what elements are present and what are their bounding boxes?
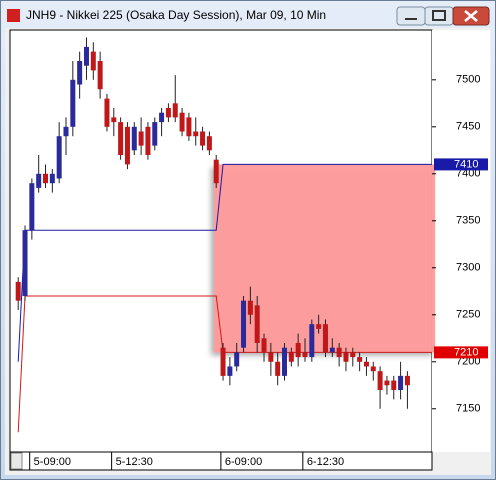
candle-body: [77, 61, 83, 85]
candle-body: [15, 281, 21, 301]
candle-body: [145, 126, 151, 156]
zone: [214, 164, 435, 353]
candle-body: [220, 347, 226, 376]
y-tick-label: 7450: [456, 121, 480, 133]
candle-body: [200, 131, 206, 146]
level-line: [17, 295, 432, 433]
window-buttons[interactable]: [396, 6, 490, 26]
candle-body: [234, 352, 240, 367]
candle-body: [179, 112, 185, 132]
candle-body: [391, 380, 397, 390]
candle-body: [213, 159, 219, 184]
candle-body: [322, 324, 328, 353]
candle-body: [97, 61, 103, 90]
candle-body: [247, 300, 253, 315]
candle-body: [295, 342, 301, 358]
candle-body: [43, 173, 49, 184]
y-tick-label: 7300: [456, 262, 480, 274]
candle-body: [36, 173, 42, 188]
candle-body: [254, 305, 260, 343]
candle-body: [329, 347, 335, 353]
candle-body: [268, 352, 274, 362]
candle-body: [370, 366, 376, 372]
y-tick-label: 7250: [456, 309, 480, 321]
candle-body: [275, 361, 281, 376]
close-glyph: [464, 10, 478, 22]
candle-body: [90, 51, 96, 71]
candle-body: [377, 371, 383, 390]
candle-body: [384, 380, 390, 386]
candle-body: [22, 230, 28, 296]
candle-body: [29, 183, 35, 231]
app-icon: [7, 9, 20, 22]
candle-body: [316, 324, 322, 329]
window-title: JNH9 - Nikkei 225 (Osaka Day Session), M…: [26, 8, 326, 22]
candle-body: [398, 375, 404, 390]
candle-body: [118, 122, 124, 156]
candle-body: [227, 366, 233, 376]
x-tick-label: 5-12:30: [116, 456, 153, 468]
candle-body: [124, 126, 130, 165]
plot-layer: 7150 7200 7250 7300 7350 7400 7450 7500 5-09:00 5…: [15, 37, 488, 470]
candle-body: [350, 352, 356, 358]
y-tick-label: 7150: [456, 403, 480, 415]
candle-body: [152, 122, 158, 146]
y-tick-label: 7200: [456, 356, 480, 368]
maximize-button[interactable]: [424, 6, 454, 26]
y-tick-label: 7400: [456, 168, 480, 180]
price-tag-label: 7410: [454, 158, 478, 170]
price-tag: [434, 158, 488, 171]
candle-body: [49, 173, 55, 184]
candle-body: [288, 352, 294, 362]
candle-body: [309, 324, 315, 358]
price-tag-label: 7210: [454, 346, 478, 358]
candle-body: [70, 79, 76, 127]
candle-body: [172, 103, 178, 118]
candle-body: [104, 98, 110, 127]
scroll-box[interactable]: [10, 452, 23, 470]
y-axis-area: [432, 30, 490, 452]
candle-body: [343, 352, 349, 362]
candle-body: [159, 112, 165, 123]
candle-body: [165, 108, 171, 118]
minimize-button[interactable]: [396, 6, 426, 26]
candle-body: [111, 117, 117, 123]
y-tick-label: 7350: [456, 215, 480, 227]
candle-body: [193, 131, 199, 137]
candle-body: [63, 126, 69, 137]
candle-body: [186, 117, 192, 137]
candle-body: [131, 126, 137, 151]
x-tick-label: 6-12:30: [307, 456, 344, 468]
candle-body: [138, 131, 144, 146]
price-tag: [434, 346, 488, 359]
candle-body: [56, 136, 62, 179]
candle-body: [261, 338, 267, 353]
candle-body: [363, 361, 369, 367]
candle-body: [357, 357, 363, 362]
candle-body: [404, 375, 410, 386]
candle-body: [302, 352, 308, 358]
candle-body: [241, 300, 247, 348]
maximize-glyph: [432, 10, 446, 21]
candle-body: [282, 347, 288, 376]
candle-body: [336, 347, 342, 358]
y-tick-label: 7500: [456, 74, 480, 86]
x-tick-label: 6-09:00: [225, 456, 262, 468]
x-tick-label: 5-09:00: [34, 456, 71, 468]
candle-body: [206, 136, 212, 151]
candle-body: [83, 46, 89, 66]
